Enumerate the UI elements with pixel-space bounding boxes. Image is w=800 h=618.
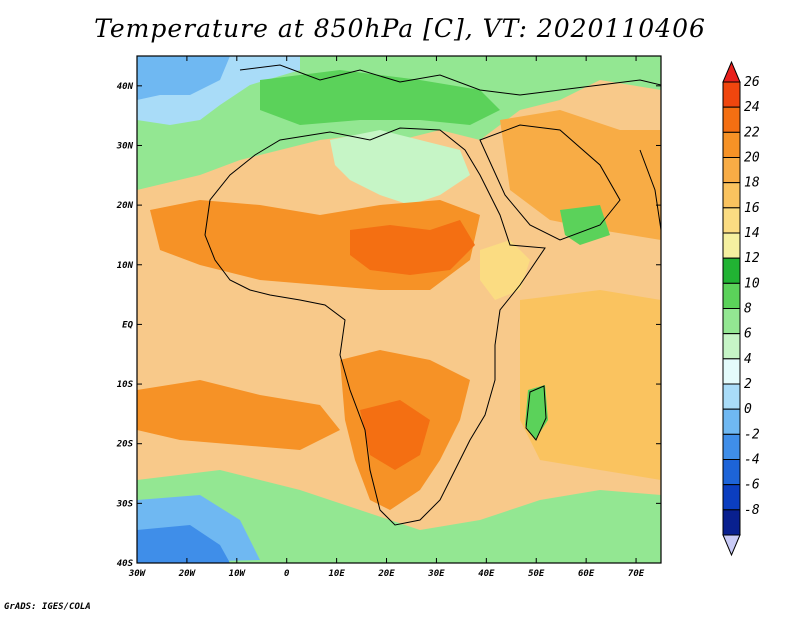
colorbar-level-label: 26 — [744, 75, 760, 90]
lat-label: EQ — [122, 320, 133, 330]
colorbar-level-label: -2 — [744, 427, 760, 442]
colorbar-box — [722, 459, 741, 486]
lon-label: 30E — [427, 569, 445, 579]
madagascar-coastline — [525, 385, 547, 441]
colorbar-level-label: 18 — [744, 176, 760, 191]
colorbar-box — [722, 282, 741, 310]
colorbar-box — [722, 131, 741, 158]
colorbar-box — [722, 106, 741, 133]
colorbar-box — [722, 484, 741, 511]
lon-label: 50E — [528, 569, 545, 579]
colorbar-level-label: 24 — [744, 100, 760, 115]
colorbar-level-label: 10 — [744, 276, 760, 291]
lon-label: 60E — [578, 569, 595, 579]
mediterranean-green — [260, 70, 500, 125]
south-cool-region — [137, 470, 661, 563]
lat-label: 10S — [117, 380, 134, 390]
latitude-labels: 40N 30N 20N 10N EQ 10S 20S 30S 40S — [116, 82, 134, 569]
colorbar-level-label: 20 — [744, 151, 760, 166]
colorbar-level-label: -4 — [744, 453, 760, 468]
sahel-hot-core — [350, 220, 475, 275]
colorbar-box — [722, 433, 741, 461]
lon-label: 20W — [178, 569, 197, 579]
colorbar-box — [722, 509, 741, 536]
southern-hot-core — [360, 400, 430, 470]
colorbar-box — [722, 182, 741, 209]
grads-credit: GrADS: IGES/COLA — [4, 602, 91, 612]
colorbar-level-label: 0 — [744, 402, 752, 417]
lon-label: 40E — [478, 569, 495, 579]
colorbar-box — [722, 157, 741, 184]
lon-label: 20E — [377, 569, 395, 579]
colorbar-box — [722, 408, 741, 435]
south-deep-blue — [137, 525, 230, 563]
lat-label: 40N — [117, 82, 134, 92]
lon-label: 10E — [328, 569, 345, 579]
lat-label: 40S — [117, 559, 134, 569]
lon-label: 30W — [128, 569, 147, 579]
ethiopia-highlands — [480, 240, 530, 300]
arabia-coastline — [479, 124, 621, 241]
lat-label: 30N — [116, 141, 134, 151]
temperature-field — [137, 56, 661, 563]
colorbar-bottom-arrow — [722, 534, 741, 557]
chart-title: Temperature at 850hPa [C], VT: 202011040… — [94, 14, 706, 43]
colorbar-box — [722, 333, 741, 360]
colorbar-level-label: -6 — [744, 478, 760, 493]
colorbar-box — [722, 308, 741, 335]
colorbar-box — [722, 383, 741, 410]
colorbar-top-arrow — [722, 60, 741, 83]
lat-label: 20N — [116, 201, 134, 211]
axis-tick-marks — [136, 56, 661, 564]
colorbar-box — [722, 81, 741, 108]
lon-label: 70E — [628, 569, 645, 579]
colorbar-box — [722, 207, 741, 234]
lat-label: 10N — [117, 261, 134, 271]
colorbar-level-label: 22 — [744, 125, 760, 140]
north-deep-blue — [137, 56, 230, 100]
colorbar — [722, 60, 741, 557]
colorbar-level-label: 6 — [744, 327, 752, 342]
arabia-warm — [500, 110, 661, 240]
colorbar-level-label: 16 — [744, 201, 760, 216]
india-coastline — [639, 149, 661, 231]
colorbar-level-label: 4 — [744, 352, 752, 367]
colorbar-box — [722, 232, 741, 259]
plot-frame — [136, 55, 662, 564]
colorbar-level-label: -8 — [744, 503, 760, 518]
coastlines — [204, 64, 661, 526]
lon-label: 0 — [284, 569, 290, 579]
south-atlantic-warm — [137, 380, 340, 450]
lon-label: 10W — [229, 569, 247, 579]
lat-label: 20S — [116, 440, 134, 450]
colorbar-level-label: 8 — [744, 302, 752, 317]
colorbar-box — [722, 257, 741, 284]
europe-coastline — [239, 64, 661, 96]
colorbar-level-label: 14 — [744, 226, 760, 241]
lat-label: 30S — [116, 499, 134, 509]
colorbar-level-label: 12 — [744, 251, 760, 266]
sahara-cool-patch — [330, 130, 470, 205]
longitude-labels: 30W 20W 10W 0 10E 20E 30E 40E 50E 60E 70E — [128, 569, 645, 579]
colorbar-box — [722, 358, 741, 385]
africa-coastline — [204, 127, 546, 526]
indian-ocean-mild — [520, 290, 661, 480]
colorbar-level-label: 2 — [744, 377, 752, 392]
